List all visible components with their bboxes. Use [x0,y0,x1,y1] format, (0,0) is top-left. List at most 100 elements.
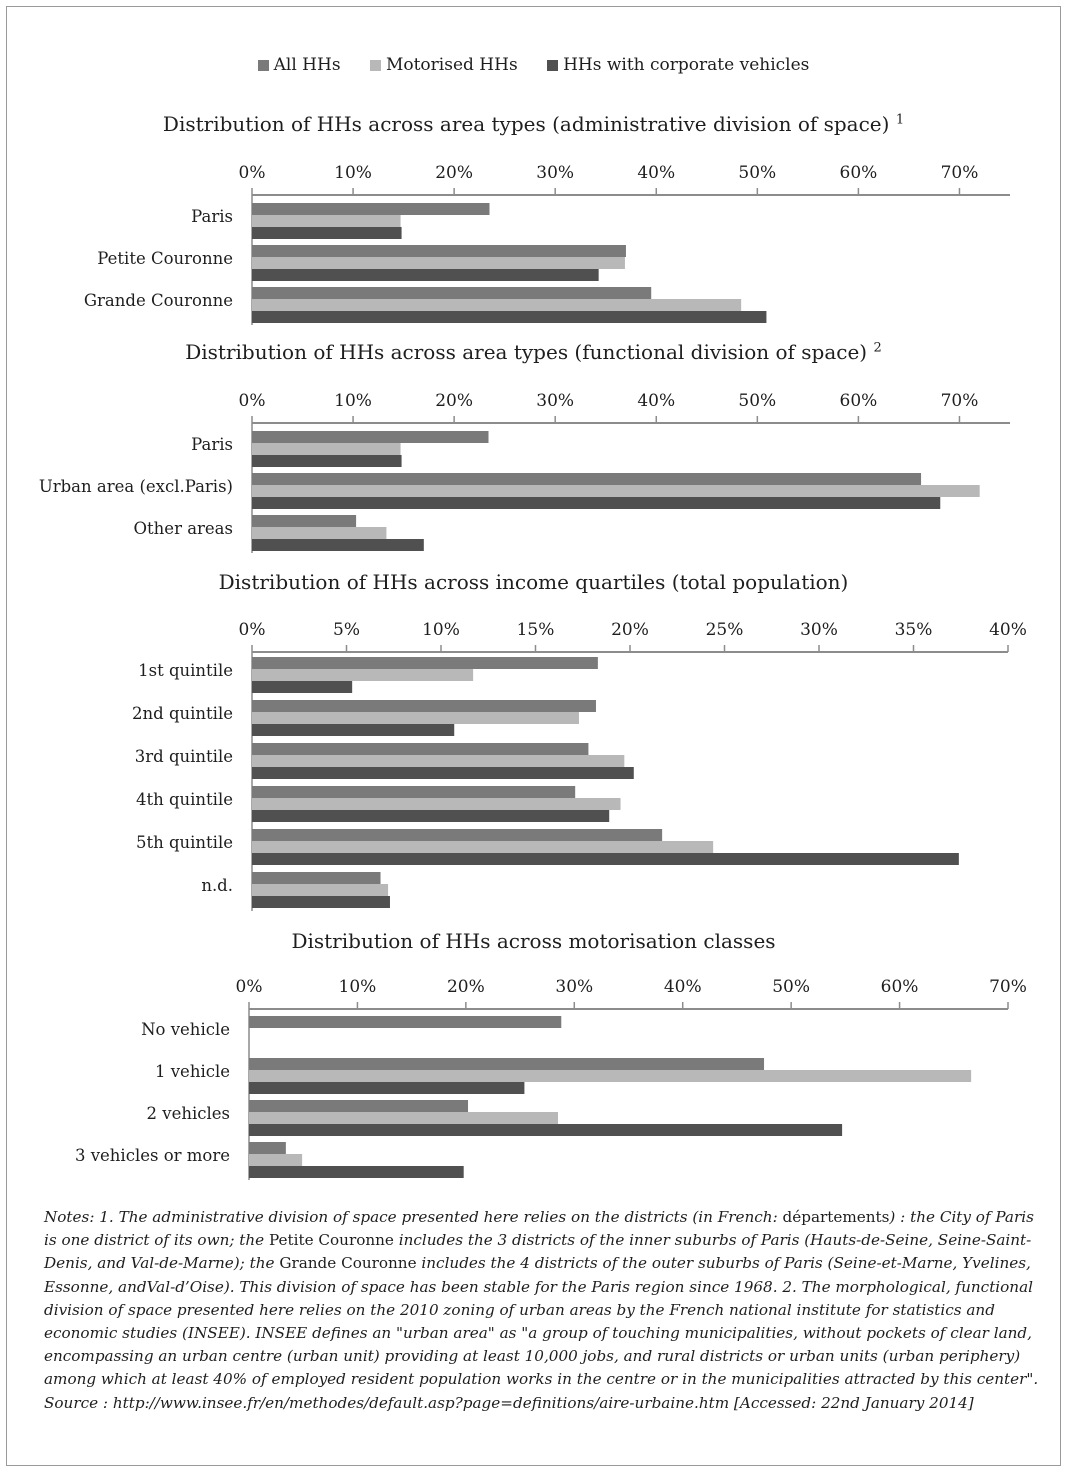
legend-item-motorised-hhs: Motorised HHs [369,55,518,75]
x-tick-label: 30% [536,163,574,183]
category-label: 1 vehicle [155,1062,230,1081]
x-tick-label: 50% [738,163,776,183]
x-tick-label: 15% [517,620,555,640]
chart-title-text: Distribution of HHs across area types (a… [162,112,890,136]
x-tick-label: 50% [772,977,810,997]
bar [252,810,610,822]
category-label: 2 vehicles [147,1104,230,1123]
bar [252,431,489,443]
x-tick-label: 0% [239,620,266,640]
notes-term-grande-couronne: Grande Couronne [279,1254,417,1273]
bar [249,1070,972,1082]
chart-functional-division: Distribution of HHs across area types (f… [0,340,1067,555]
x-tick-label: 30% [800,620,838,640]
notes-term-departements: départements [782,1208,890,1226]
x-tick-label: 60% [840,391,878,411]
bar [252,798,621,810]
bar [252,829,663,841]
bar [249,1124,843,1136]
bar [252,724,455,736]
bar [252,311,767,323]
bar [252,473,922,485]
category-label: 4th quintile [136,790,233,809]
chart-title-note: 2 [873,340,882,356]
bar [252,896,390,908]
chart-income-quartiles: Distribution of HHs across income quarti… [0,570,1067,915]
bar [249,1058,765,1070]
chart-title-text: Distribution of HHs across area types (f… [185,340,868,364]
bar [252,700,596,712]
notes-text: Notes: 1. The administrative division of… [44,1206,1044,1415]
x-tick-label: 30% [536,391,574,411]
bar [252,786,576,798]
bar [249,1154,303,1166]
x-tick-label: 5% [333,620,360,640]
bar [252,767,634,779]
x-tick-label: 10% [334,391,372,411]
category-label: Grande Couronne [84,291,233,310]
x-tick-label: 40% [989,620,1027,640]
bar [252,743,589,755]
category-label: Urban area (excl.Paris) [39,477,233,496]
bar [249,1016,562,1028]
category-label: No vehicle [141,1020,230,1039]
chart-svg: 0% 10% 20% 30% 40% 50% 60% 70% Paris Petite Couro… [84,163,1010,325]
notes-part-1: Notes: 1. The administrative division of… [44,1208,783,1226]
notes-part-4: includes the 4 districts of the outer su… [44,1254,1039,1412]
category-label: 2nd quintile [132,704,233,723]
x-tick-label: 30% [555,977,593,997]
legend-label-corporate-hhs: HHs with corporate vehicles [563,55,810,75]
notes-part-3: includes the 3 districts of the inner su… [44,1231,1032,1273]
x-tick-label: 40% [637,391,675,411]
bar [252,257,625,269]
x-tick-label: 20% [447,977,485,997]
notes-term-petite-couronne: Petite Couronne [269,1231,394,1250]
bar [252,841,714,853]
x-tick-label: 20% [435,163,473,183]
x-tick-label: 0% [239,391,266,411]
category-label: Other areas [134,519,233,538]
legend: All HHs Motorised HHs HHs with corporate… [0,55,1067,75]
chart-admin-division: Distribution of HHs across area types (a… [0,112,1067,327]
category-label: Petite Couronne [97,249,233,268]
bar [252,755,625,767]
bar [249,1166,464,1178]
chart-title-text: Distribution of HHs across income quarti… [218,570,849,594]
x-tick-label: 20% [435,391,473,411]
bar [252,497,941,509]
x-tick-label: 10% [339,977,377,997]
bar [252,299,742,311]
bar [249,1112,559,1124]
bar [252,269,599,281]
bar [252,515,357,527]
bar [252,215,401,227]
category-label: 3rd quintile [135,747,233,766]
legend-label-all-hhs: All HHs [273,55,341,75]
legend-item-all-hhs: All HHs [257,55,341,75]
category-label: 3 vehicles or more [75,1146,230,1165]
bar [252,712,579,724]
bar [252,669,474,681]
x-tick-label: 0% [239,163,266,183]
bar [249,1142,286,1154]
legend-label-motorised-hhs: Motorised HHs [385,55,518,75]
legend-item-corporate-hhs: HHs with corporate vehicles [547,55,809,75]
x-tick-label: 10% [334,163,372,183]
bar [252,287,652,299]
notes-part-2: ) : the City of Paris is one district of… [44,1208,1034,1250]
x-tick-label: 0% [236,977,263,997]
bar [252,884,389,896]
category-label: n.d. [201,876,233,895]
bar [252,443,401,455]
category-label: 5th quintile [136,833,233,852]
chart-title: Distribution of HHs across area types (f… [0,340,1067,364]
bar [252,227,402,239]
chart-title: Distribution of HHs across motorisation … [0,929,1067,953]
chart-title-note: 1 [895,112,905,128]
chart-title: Distribution of HHs across area types (a… [0,112,1067,136]
bar [252,245,626,257]
legend-swatch-corporate-hhs [547,60,559,71]
x-tick-label: 20% [611,620,649,640]
category-label: Paris [191,435,233,454]
bar [252,853,959,865]
